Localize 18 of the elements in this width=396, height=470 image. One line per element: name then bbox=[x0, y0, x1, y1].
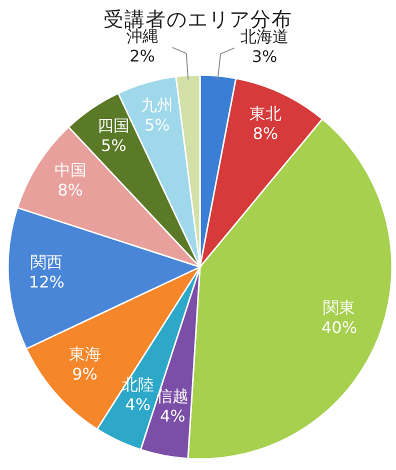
data-label: 40% bbox=[321, 318, 358, 338]
slice-label: 関西 bbox=[30, 252, 63, 272]
data-label: 3% bbox=[252, 46, 278, 66]
data-label: 5% bbox=[100, 136, 126, 155]
data-label: 8% bbox=[252, 124, 278, 144]
slice-label: 東海 bbox=[68, 344, 101, 364]
slice-label: 関東 bbox=[323, 298, 356, 318]
data-label: 4% bbox=[160, 406, 186, 426]
data-label: 9% bbox=[72, 364, 98, 384]
data-label: 12% bbox=[28, 272, 64, 292]
data-label: 5% bbox=[144, 116, 170, 134]
data-label: 4% bbox=[125, 395, 151, 414]
slice-label: 中国 bbox=[54, 160, 86, 180]
slice-label: 四国 bbox=[98, 116, 130, 135]
slice-label: 九州 bbox=[141, 96, 174, 114]
data-label: 2% bbox=[130, 46, 156, 66]
data-label: 8% bbox=[58, 180, 84, 200]
slice-label: 東北 bbox=[249, 104, 282, 124]
